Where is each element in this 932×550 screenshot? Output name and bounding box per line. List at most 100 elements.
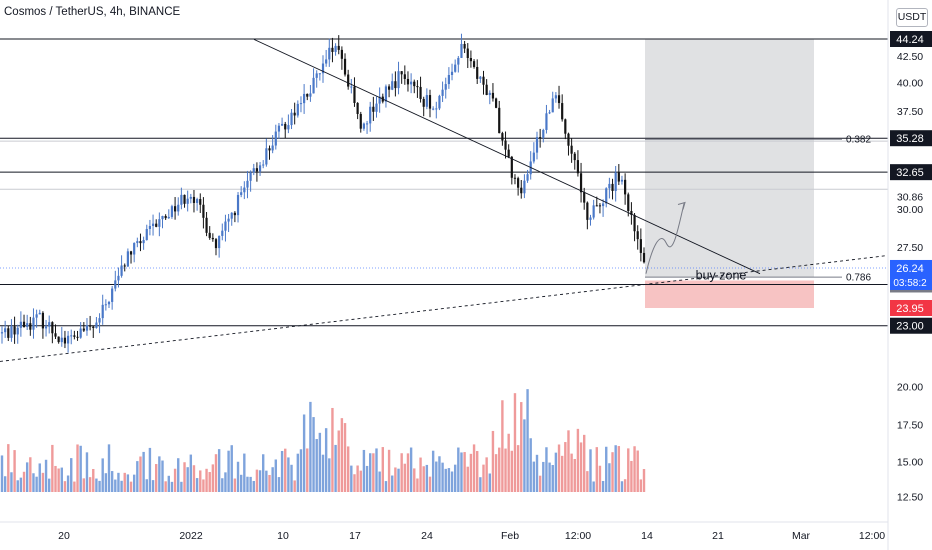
candle-body-196 bbox=[617, 172, 620, 182]
volume-bar-15 bbox=[48, 478, 51, 492]
volume-bar-132 bbox=[416, 478, 419, 492]
current-price-badge-bg bbox=[890, 259, 932, 290]
volume-bar-49 bbox=[155, 464, 158, 492]
candle-body-147 bbox=[463, 43, 466, 49]
candle-body-27 bbox=[85, 325, 89, 331]
candle-body-85 bbox=[268, 148, 271, 151]
volume-bar-88 bbox=[277, 477, 281, 492]
candle-body-107 bbox=[337, 45, 340, 50]
volume-bar-153 bbox=[482, 464, 485, 492]
volume-bar-82 bbox=[258, 470, 262, 492]
candle-body-126 bbox=[397, 71, 400, 89]
volume-bar-110 bbox=[346, 446, 350, 492]
volume-bar-175 bbox=[551, 465, 554, 492]
volume-bar-17 bbox=[54, 465, 57, 492]
volume-bar-130 bbox=[409, 447, 413, 492]
candle-body-28 bbox=[89, 325, 92, 327]
candle-body-137 bbox=[432, 108, 435, 110]
volume-bar-159 bbox=[501, 400, 504, 492]
candle-body-161 bbox=[507, 149, 510, 157]
candle-body-154 bbox=[485, 84, 488, 95]
projection-arrowhead bbox=[677, 201, 686, 210]
volume-bar-140 bbox=[441, 462, 444, 492]
volume-bar-64 bbox=[202, 479, 205, 492]
candle-body-79 bbox=[249, 172, 252, 181]
volume-bar-73 bbox=[230, 445, 233, 492]
candle-body-180 bbox=[567, 133, 570, 146]
candle-body-174 bbox=[548, 112, 551, 114]
candle-body-191 bbox=[601, 203, 605, 207]
candle-body-94 bbox=[296, 103, 299, 116]
candle-body-184 bbox=[579, 173, 583, 193]
candle-body-128 bbox=[403, 74, 406, 79]
candle-body-37 bbox=[117, 275, 120, 281]
candle-body-122 bbox=[384, 86, 388, 102]
candle-body-101 bbox=[318, 73, 321, 75]
candle-body-55 bbox=[173, 206, 177, 212]
candle-body-15 bbox=[48, 322, 51, 327]
volume-bar-70 bbox=[221, 478, 224, 492]
candle-body-183 bbox=[576, 160, 580, 174]
volume-bar-138 bbox=[435, 461, 438, 492]
volume-bar-185 bbox=[583, 434, 586, 492]
volume-bar-58 bbox=[183, 462, 186, 492]
volume-bar-171 bbox=[538, 475, 542, 492]
candle-body-148 bbox=[466, 48, 469, 59]
volume-bar-165 bbox=[520, 402, 523, 492]
volume-bar-172 bbox=[542, 461, 545, 492]
volume-bar-30 bbox=[95, 478, 98, 492]
candle-body-64 bbox=[202, 204, 205, 218]
volume-bar-184 bbox=[579, 442, 583, 492]
y-tick-label-9: 15.00 bbox=[897, 457, 923, 469]
volume-bar-108 bbox=[340, 418, 344, 492]
candle-body-169 bbox=[532, 152, 535, 162]
x-tick-label-8: 21 bbox=[712, 530, 724, 542]
price-badge-red-bg bbox=[890, 299, 932, 316]
candle-body-40 bbox=[126, 251, 129, 267]
volume-bar-190 bbox=[598, 465, 602, 492]
candle-body-30 bbox=[95, 322, 98, 328]
volume-bar-106 bbox=[334, 444, 337, 492]
candle-body-108 bbox=[340, 49, 343, 59]
candle-body-46 bbox=[145, 228, 148, 241]
candle-body-19 bbox=[60, 337, 63, 343]
volume-bar-91 bbox=[287, 457, 290, 492]
volume-bar-9 bbox=[29, 457, 32, 492]
candle-body-99 bbox=[312, 77, 315, 94]
fib-label-0: 0.382 bbox=[846, 135, 871, 146]
y-tick-label-2: 37.50 bbox=[897, 106, 923, 118]
volume-bar-97 bbox=[306, 448, 309, 492]
volume-bar-148 bbox=[466, 466, 469, 492]
currency-badge[interactable]: USDT bbox=[896, 8, 928, 27]
candle-body-187 bbox=[589, 217, 592, 220]
volume-bar-77 bbox=[243, 453, 246, 492]
candle-body-201 bbox=[633, 214, 636, 232]
volume-bar-167 bbox=[526, 389, 529, 492]
volume-bar-154 bbox=[485, 457, 488, 492]
volume-bar-109 bbox=[343, 423, 347, 492]
volume-bar-114 bbox=[359, 470, 362, 492]
candle-body-51 bbox=[161, 215, 164, 220]
level-badge-2-bg bbox=[890, 164, 932, 181]
candle-body-142 bbox=[447, 74, 450, 85]
candle-body-72 bbox=[227, 218, 230, 222]
candle-body-192 bbox=[605, 188, 608, 204]
chart-title: Cosmos / TetherUS, 4h, BINANCE bbox=[4, 6, 181, 18]
volume-bar-63 bbox=[199, 470, 202, 492]
candle-body-178 bbox=[561, 103, 564, 120]
volume-bar-14 bbox=[44, 459, 48, 492]
candle-body-113 bbox=[356, 102, 359, 114]
x-tick-label-10: 12:00 bbox=[859, 530, 885, 542]
candle-body-112 bbox=[353, 86, 356, 103]
volume-bar-16 bbox=[51, 444, 54, 492]
candle-body-56 bbox=[177, 204, 180, 212]
volume-bar-39 bbox=[123, 472, 126, 492]
candle-body-129 bbox=[406, 78, 410, 85]
volume-bar-45 bbox=[142, 451, 145, 492]
level-badge-4-bg bbox=[890, 317, 932, 334]
candle-body-71 bbox=[224, 221, 227, 231]
candle-body-76 bbox=[240, 192, 243, 195]
x-tick-label-9: Mar bbox=[792, 530, 811, 542]
